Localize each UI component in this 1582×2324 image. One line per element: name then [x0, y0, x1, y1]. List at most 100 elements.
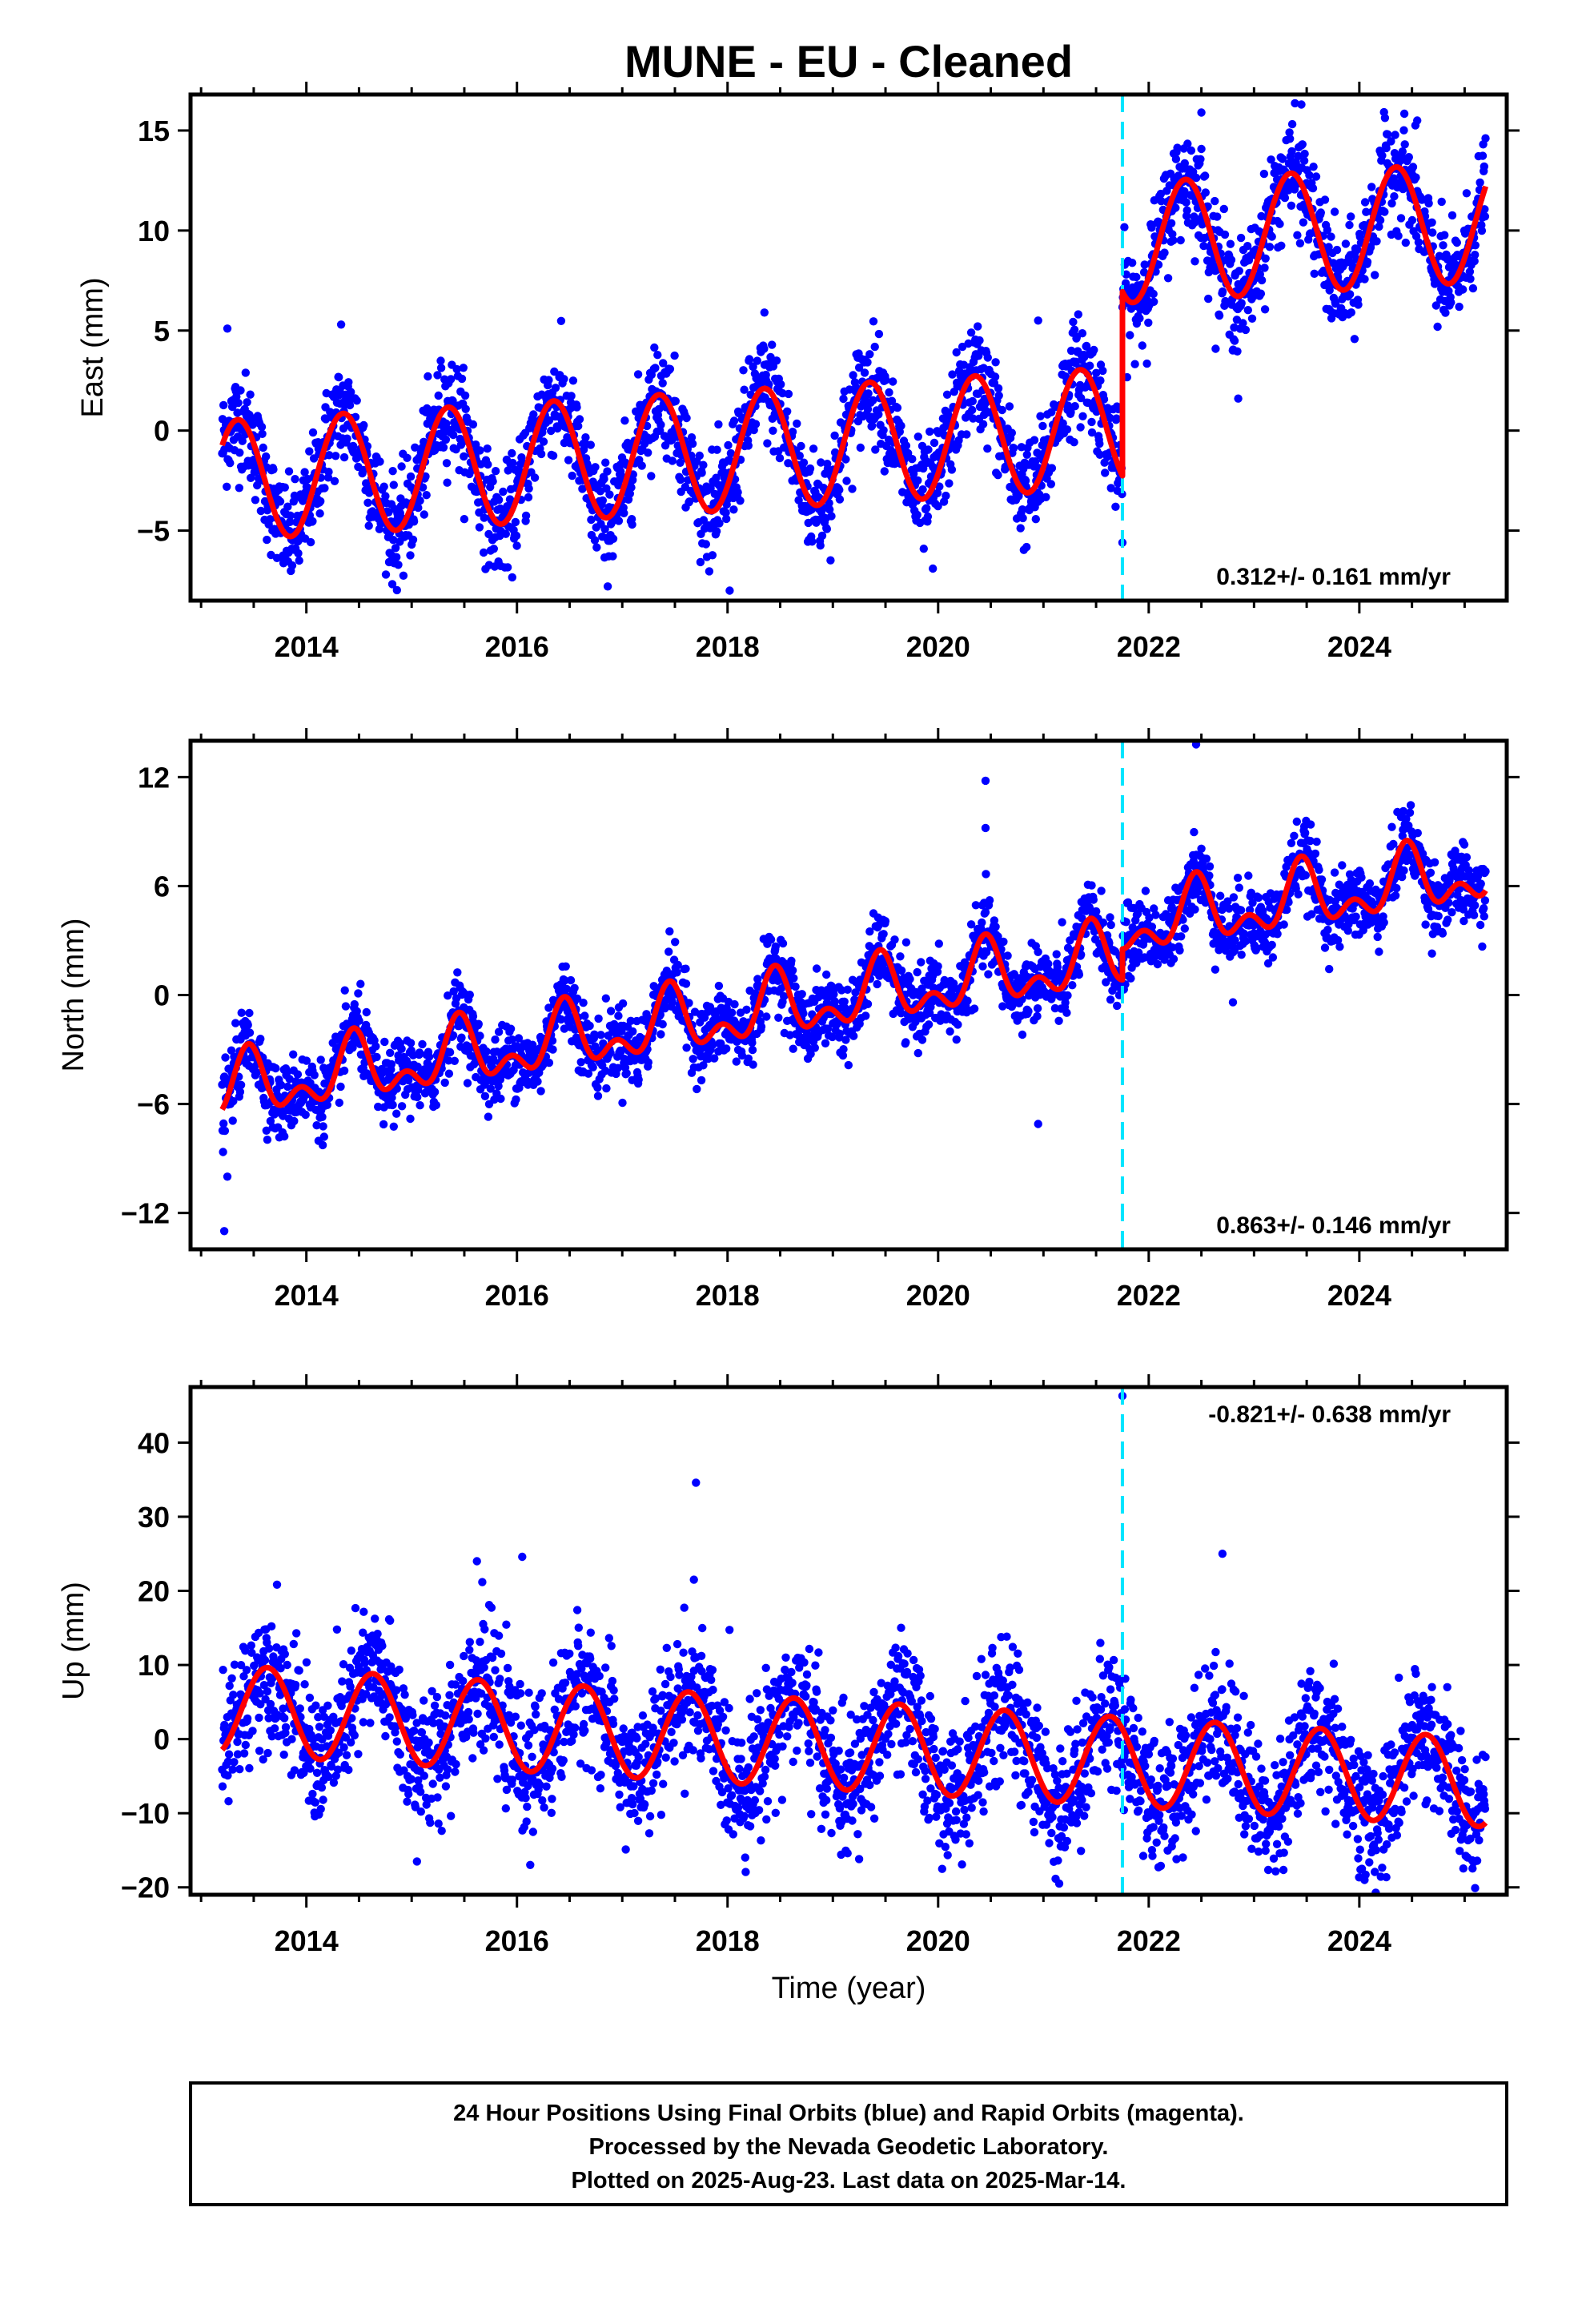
data-point	[930, 438, 939, 448]
data-point	[926, 427, 934, 436]
data-point	[287, 561, 297, 570]
data-point	[1308, 183, 1318, 193]
data-point	[1009, 444, 1018, 452]
data-point	[784, 389, 793, 399]
data-point	[1350, 335, 1359, 344]
data-point	[381, 570, 391, 579]
data-point	[1054, 1016, 1063, 1026]
data-point	[584, 1069, 593, 1078]
data-point	[889, 377, 897, 386]
data-point	[766, 935, 776, 944]
data-point	[726, 448, 736, 458]
data-point	[1401, 238, 1411, 247]
data-point	[1205, 871, 1214, 880]
data-point	[283, 1082, 292, 1092]
data-point	[486, 1084, 495, 1093]
data-point	[283, 502, 292, 511]
data-point	[348, 441, 358, 451]
data-point	[461, 404, 470, 413]
data-point	[566, 975, 576, 985]
data-point	[392, 585, 401, 595]
data-point	[1396, 214, 1406, 223]
data-point	[1171, 155, 1181, 163]
data-point	[302, 1056, 311, 1065]
data-point	[285, 517, 295, 526]
data-point	[1226, 239, 1235, 248]
data-point	[762, 1012, 771, 1021]
data-point	[1362, 207, 1371, 216]
data-point	[232, 392, 241, 401]
data-point	[315, 509, 324, 518]
data-point	[397, 1102, 407, 1111]
data-point	[450, 1056, 459, 1066]
data-point	[1171, 203, 1180, 212]
data-point	[262, 452, 271, 461]
data-point	[506, 1024, 516, 1033]
data-point	[447, 375, 456, 384]
data-point	[917, 958, 926, 967]
data-point	[614, 1011, 623, 1020]
data-point	[1428, 228, 1437, 237]
data-point	[618, 1098, 627, 1108]
data-point	[598, 496, 607, 505]
data-point	[301, 1110, 310, 1120]
data-point	[919, 545, 929, 553]
data-point	[774, 1013, 783, 1023]
data-point	[387, 1059, 396, 1069]
data-point	[1439, 241, 1447, 250]
data-point	[745, 355, 754, 364]
data-point	[1360, 198, 1370, 207]
data-point	[1256, 289, 1266, 298]
data-point	[245, 1008, 254, 1018]
data-point	[564, 456, 573, 464]
data-point	[1197, 844, 1206, 854]
data-point	[319, 1122, 327, 1131]
data-point	[544, 376, 553, 384]
data-point	[1160, 248, 1169, 257]
data-point	[714, 420, 723, 429]
data-point	[685, 497, 694, 506]
data-point	[424, 1052, 434, 1061]
data-point	[1080, 352, 1089, 362]
data-point	[822, 970, 831, 979]
data-point	[491, 467, 500, 476]
data-point	[1126, 974, 1135, 983]
data-point	[1380, 114, 1390, 123]
data-point	[234, 398, 243, 408]
data-point	[1241, 325, 1251, 335]
data-point	[245, 1028, 255, 1037]
data-point	[406, 551, 415, 560]
data-point	[656, 1030, 665, 1039]
data-point	[1332, 245, 1342, 255]
data-point	[673, 960, 682, 970]
data-point	[562, 984, 571, 994]
data-point	[647, 472, 656, 480]
data-point	[749, 362, 757, 372]
data-point	[602, 1084, 611, 1093]
data-point	[330, 476, 339, 485]
data-point	[991, 923, 1000, 931]
data-point	[1480, 212, 1490, 221]
data-point	[1182, 206, 1191, 215]
data-point	[1347, 308, 1356, 317]
data-point	[226, 459, 235, 468]
data-point	[768, 340, 777, 349]
data-point	[312, 1121, 321, 1130]
data-point	[512, 541, 521, 550]
data-point	[613, 1063, 622, 1072]
data-point	[285, 1075, 294, 1084]
data-point	[791, 982, 800, 991]
data-point	[1113, 1001, 1122, 1011]
data-point	[251, 496, 260, 505]
data-point	[403, 453, 412, 462]
data-point	[890, 935, 899, 944]
data-point	[817, 531, 827, 541]
data-point	[637, 461, 646, 470]
data-point	[970, 1004, 979, 1013]
data-point	[1331, 300, 1340, 308]
data-point	[341, 1002, 351, 1011]
data-point	[978, 420, 988, 428]
data-point	[1462, 189, 1472, 198]
data-point	[777, 380, 785, 389]
data-point	[238, 436, 247, 445]
